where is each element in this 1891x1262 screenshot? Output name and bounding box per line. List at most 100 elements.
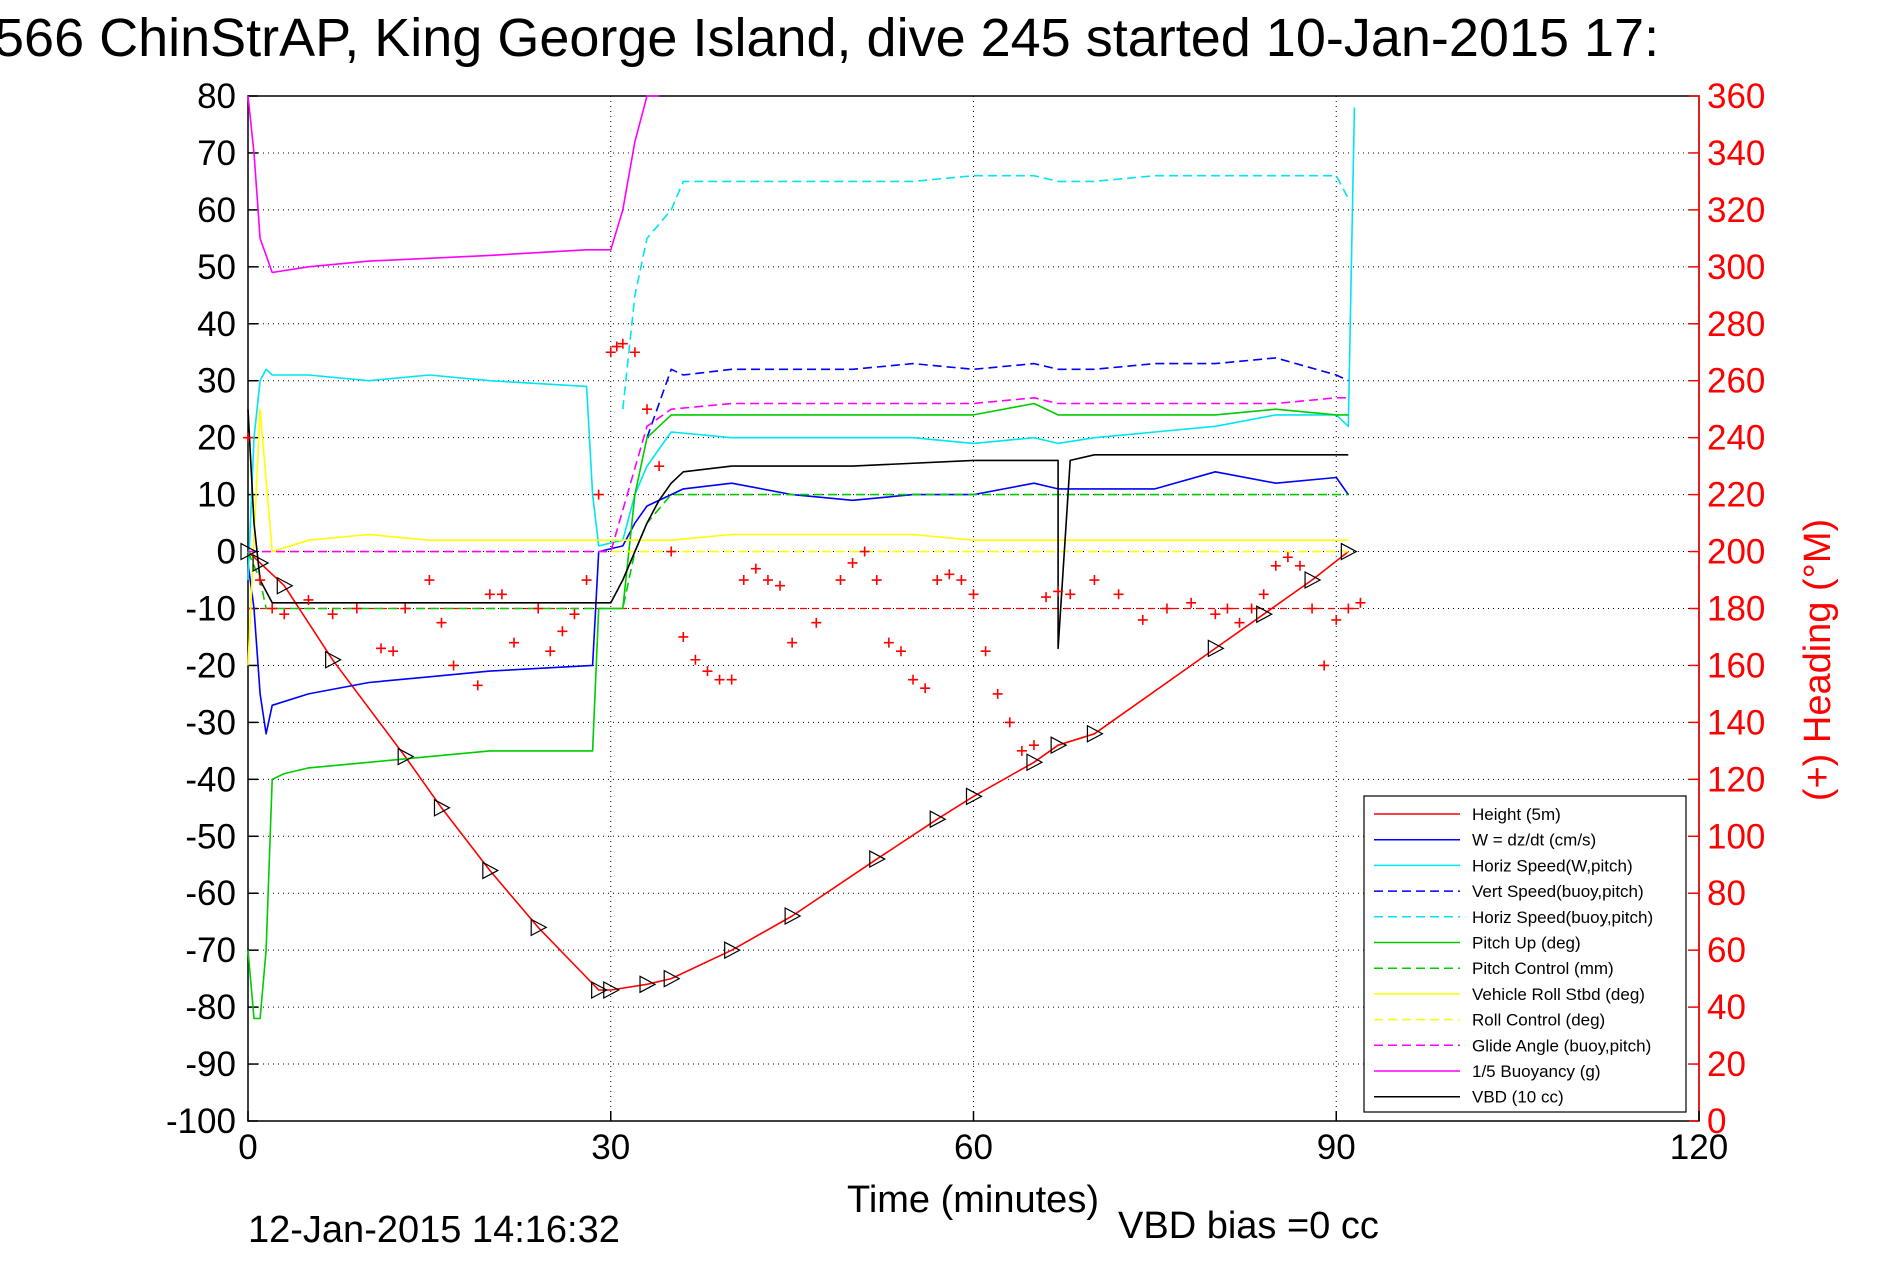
heading-point xyxy=(436,617,447,628)
heading-point xyxy=(654,461,665,472)
heading-point xyxy=(496,589,507,600)
heading-point xyxy=(944,569,955,580)
series-line-0 xyxy=(247,550,1349,991)
heading-point xyxy=(908,674,919,685)
heading-point xyxy=(666,546,677,557)
legend-label: Roll Control (deg) xyxy=(1472,1011,1605,1030)
y-tick-label: 10 xyxy=(197,476,236,515)
heading-point xyxy=(1004,717,1015,728)
heading-point xyxy=(388,646,399,657)
heading-point xyxy=(1161,603,1172,614)
heading-point xyxy=(1258,589,1269,600)
heading-point xyxy=(1319,660,1330,671)
x-tick-label: 60 xyxy=(954,1128,993,1167)
heading-point xyxy=(775,580,786,591)
y-tick-label: -30 xyxy=(185,703,236,742)
heading-point xyxy=(400,603,411,614)
legend-label: Pitch Control (mm) xyxy=(1472,959,1614,978)
series-line-2 xyxy=(247,107,1356,581)
heading-point xyxy=(883,637,894,648)
y-right-tick-label: 120 xyxy=(1707,760,1765,799)
heading-point xyxy=(255,575,266,586)
heading-point xyxy=(569,609,580,620)
series-line-10 xyxy=(247,95,660,274)
height-marker xyxy=(965,787,983,806)
y-tick-label: -20 xyxy=(185,646,236,685)
heading-point xyxy=(1234,617,1245,628)
y-tick-label: 60 xyxy=(197,191,236,230)
heading-point xyxy=(787,637,798,648)
series-line-6 xyxy=(247,493,1349,610)
y-tick-label: 80 xyxy=(197,77,236,116)
series-line-3 xyxy=(646,357,1349,438)
right-axis: 3603403203002802602402202001801601401201… xyxy=(1689,77,1765,1141)
height-marker xyxy=(1340,542,1358,561)
y-tick-label: 70 xyxy=(197,134,236,173)
heading-point xyxy=(1028,740,1039,751)
heading-point xyxy=(762,575,773,586)
y-right-tick-label: 260 xyxy=(1707,362,1765,401)
legend-box xyxy=(1363,795,1687,1113)
height-marker xyxy=(433,798,451,817)
heading-point xyxy=(593,489,604,500)
y-right-tick-label: 100 xyxy=(1707,817,1765,856)
legend-label: Glide Angle (buoy,pitch) xyxy=(1472,1036,1651,1055)
y-axis-right-label: (+) Heading (°M) xyxy=(1797,519,1839,801)
legend-label: W = dz/dt (cm/s) xyxy=(1472,831,1596,850)
legend-label: Height (5m) xyxy=(1472,805,1561,824)
heading-point xyxy=(1137,614,1148,625)
height-marker xyxy=(1026,753,1044,772)
y-right-tick-label: 220 xyxy=(1707,476,1765,515)
x-axis-label: Time (minutes) xyxy=(847,1179,1099,1221)
y-tick-label: -50 xyxy=(185,817,236,856)
heading-point xyxy=(1331,614,1342,625)
heading-point xyxy=(992,688,1003,699)
bottom-axis: 0 30 60 90 120 xyxy=(238,1111,1728,1167)
heading-point xyxy=(811,617,822,628)
heading-point xyxy=(424,575,435,586)
height-marker xyxy=(663,969,681,988)
heading-point xyxy=(351,603,362,614)
series-line-9 xyxy=(248,396,1349,553)
heading-point xyxy=(617,338,628,349)
left-axis: 80 70 60 50 40 30 20 10 0 -10 -20 -30 -40 -50 -60 -70 -8… xyxy=(166,77,258,1141)
heading-point xyxy=(980,646,991,657)
heading-point xyxy=(1065,589,1076,600)
chart-title: 566 ChinStrAP, King George Island, dive … xyxy=(0,8,1659,68)
y-right-tick-label: 360 xyxy=(1707,77,1765,116)
heading-point xyxy=(750,563,761,574)
heading-point xyxy=(484,589,495,600)
heading-point xyxy=(690,654,701,665)
height-marker xyxy=(639,975,657,994)
heading-point xyxy=(279,609,290,620)
y-right-tick-label: 80 xyxy=(1707,874,1746,913)
y-tick-label: 20 xyxy=(197,419,236,458)
heading-point xyxy=(920,683,931,694)
heading-point xyxy=(1294,560,1305,571)
height-marker xyxy=(276,576,294,595)
heading-point xyxy=(267,603,278,614)
y-tick-label: 50 xyxy=(197,248,236,287)
legend-label: Vert Speed(buoy,pitch) xyxy=(1472,882,1644,901)
series-line-11 xyxy=(247,409,1349,650)
height-marker xyxy=(1256,605,1273,624)
heading-point xyxy=(581,575,592,586)
heading-point xyxy=(738,575,749,586)
heading-point xyxy=(932,575,943,586)
heading-point xyxy=(533,603,544,614)
heading-point xyxy=(1222,603,1233,614)
series-layer xyxy=(240,95,1361,1020)
series-line-1 xyxy=(247,470,1349,735)
heading-point xyxy=(859,546,870,557)
heading-point xyxy=(835,575,846,586)
series-line-4 xyxy=(622,174,1350,410)
y-right-tick-label: 340 xyxy=(1707,134,1765,173)
y-right-tick-label: 140 xyxy=(1707,703,1765,742)
height-marker xyxy=(1207,639,1225,658)
heading-point xyxy=(303,594,314,605)
heading-point xyxy=(376,643,387,654)
heading-point xyxy=(327,609,338,620)
height-marker xyxy=(603,981,621,1000)
y-tick-label: -80 xyxy=(185,988,236,1027)
